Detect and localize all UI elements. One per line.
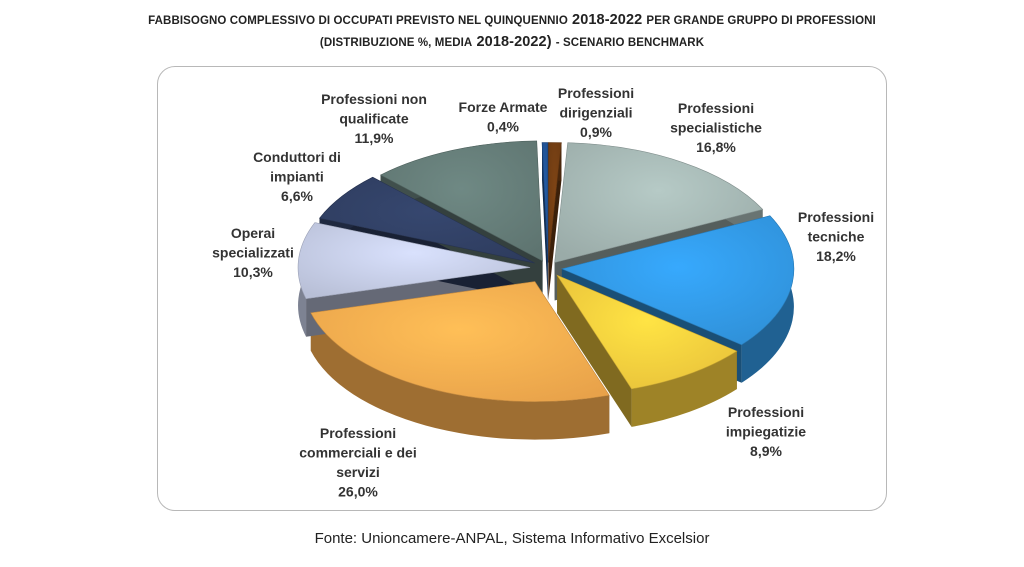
slice-label-5: Operai specializzati 10,3% bbox=[212, 225, 294, 280]
chart-title: Fabbisogno complessivo di occupati previ… bbox=[0, 10, 1024, 54]
pie-slice-5 bbox=[297, 222, 531, 300]
title-line2-text-b: - Scenario benchmark bbox=[555, 37, 705, 49]
slice-label-0: Professioni dirigenziali 0,9% bbox=[558, 85, 634, 140]
pie-slice-0 bbox=[547, 142, 562, 263]
title-line1-year: 2018-2022 bbox=[572, 12, 643, 28]
title-line-1: Fabbisogno complessivo di occupati previ… bbox=[0, 10, 1024, 32]
title-line1-text-a: Fabbisogno complessivo di occupati previ… bbox=[148, 15, 568, 27]
slice-label-1: Professioni specialistiche 16,8% bbox=[670, 100, 762, 155]
pie-slice-4 bbox=[310, 281, 610, 402]
slice-label-3: Professioni impiegatizie 8,9% bbox=[726, 404, 806, 459]
title-line2-year: 2018-2022) bbox=[476, 34, 552, 50]
pie-slice-3 bbox=[556, 274, 738, 390]
pie-slice-7 bbox=[379, 140, 543, 262]
pie-slice-2 bbox=[560, 215, 795, 346]
slice-label-8: Forze Armate 0,4% bbox=[459, 99, 548, 135]
slice-label-2: Professioni tecniche 18,2% bbox=[798, 209, 874, 264]
pie-slice-6 bbox=[319, 176, 535, 264]
slice-label-6: Conduttori di impianti 6,6% bbox=[253, 149, 341, 204]
slice-label-4: Professioni commerciali e dei servizi 26,0% bbox=[299, 425, 417, 500]
pie-top-layer bbox=[297, 140, 795, 402]
chart-source: Fonte: Unioncamere-ANPAL, Sistema Inform… bbox=[314, 530, 710, 547]
title-line-2: (distribuzione %, media 2018-2022) - Sce… bbox=[0, 32, 1024, 54]
slice-label-7: Professioni non qualificate 11,9% bbox=[321, 91, 427, 146]
pie-label-layer: Professioni dirigenziali 0,9% Professioni sp… bbox=[212, 85, 874, 500]
pie-slice-8 bbox=[541, 142, 549, 263]
title-line1-text-b: per grande gruppo di professioni bbox=[646, 15, 876, 27]
title-line2-text-a: (distribuzione %, media bbox=[319, 37, 473, 49]
pie-slice-1 bbox=[554, 142, 764, 263]
